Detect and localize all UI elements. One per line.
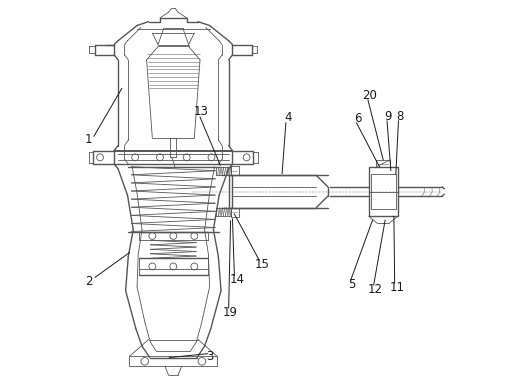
Text: 5: 5 (348, 278, 355, 291)
Bar (371, 174, 396, 209)
Text: 4: 4 (284, 111, 291, 124)
Text: 8: 8 (396, 110, 403, 123)
Text: 13: 13 (194, 105, 208, 118)
Text: 15: 15 (255, 257, 269, 270)
Bar (369, 167, 398, 216)
Text: 1: 1 (85, 134, 92, 146)
Text: 12: 12 (368, 283, 383, 296)
Text: 6: 6 (354, 112, 361, 125)
Text: 14: 14 (229, 273, 245, 286)
Text: 20: 20 (362, 89, 377, 102)
Text: 9: 9 (385, 110, 392, 123)
Text: 2: 2 (86, 275, 93, 288)
Text: 19: 19 (222, 306, 237, 319)
Text: 11: 11 (389, 281, 404, 294)
Text: 3: 3 (207, 350, 214, 363)
